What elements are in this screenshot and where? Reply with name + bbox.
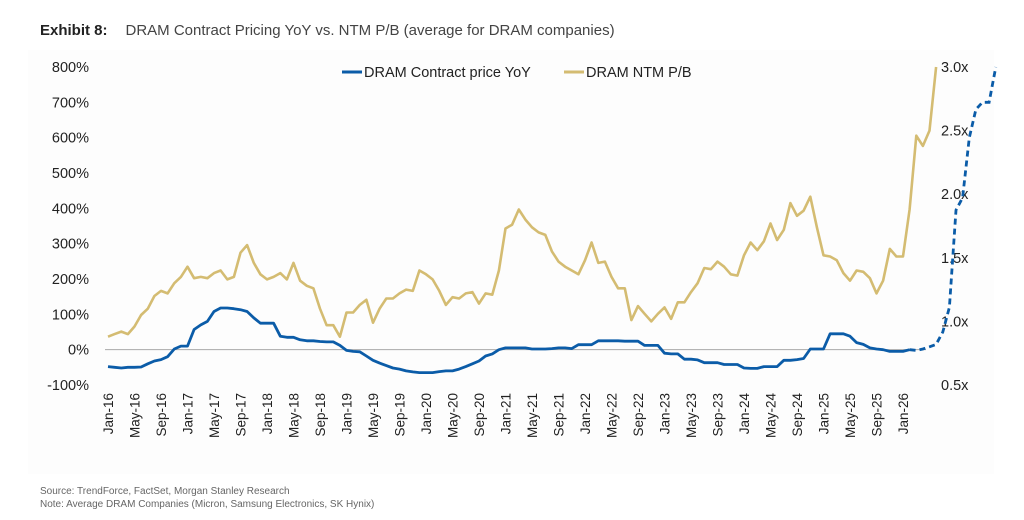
- series-line-contract: [107, 306, 910, 375]
- y-right-tick-label: 1.5x: [941, 251, 969, 267]
- x-tick-label: Sep-23: [711, 393, 726, 437]
- chart-background: [28, 50, 994, 474]
- x-tick-label: May-22: [605, 393, 620, 438]
- x-tick-label: May-17: [207, 393, 222, 438]
- x-tick-label: May-24: [764, 393, 779, 439]
- x-tick-label: Jan-25: [817, 393, 832, 434]
- x-tick-label: Sep-25: [870, 393, 885, 437]
- legend-label-contract: DRAM Contract price YoY: [364, 65, 531, 81]
- y-axis-right: 0.5x 1.0x 1.5x 2.0x 2.5x 3.0x: [941, 60, 969, 394]
- x-tick-label: Sep-21: [552, 393, 567, 437]
- x-tick-label: Sep-20: [472, 393, 487, 437]
- series-line-contract-projection: [909, 66, 998, 352]
- source-note: Source: TrendForce, FactSet, Morgan Stan…: [40, 486, 290, 497]
- y-right-tick-label: 2.5x: [941, 124, 969, 140]
- x-tick-label: Jan-26: [896, 393, 911, 434]
- y-left-tick-label: 400%: [52, 201, 89, 217]
- x-tick-label: Jan-20: [419, 393, 434, 434]
- x-tick-label: Sep-24: [790, 393, 805, 437]
- x-tick-label: Jan-16: [101, 393, 116, 434]
- y-left-tick-label: 300%: [52, 237, 89, 253]
- x-tick-label: Sep-22: [631, 393, 646, 437]
- x-tick-label: May-20: [446, 393, 461, 438]
- x-tick-label: Jan-23: [658, 393, 673, 434]
- footnote: Note: Average DRAM Companies (Micron, Sa…: [40, 499, 375, 510]
- x-tick-label: Jan-18: [260, 393, 275, 434]
- x-tick-label: Sep-18: [313, 393, 328, 437]
- series-lines: [107, 66, 998, 375]
- x-tick-label: Jan-17: [181, 393, 196, 434]
- chart-title: DRAM Contract Pricing YoY vs. NTM P/B (a…: [125, 22, 615, 39]
- y-right-tick-label: 1.0x: [941, 314, 969, 330]
- exhibit-label: Exhibit 8:: [40, 22, 108, 39]
- y-right-tick-label: 3.0x: [941, 60, 969, 76]
- x-tick-label: May-19: [366, 393, 381, 438]
- y-left-tick-label: 0%: [68, 343, 89, 359]
- x-tick-label: Sep-17: [234, 393, 249, 437]
- y-left-tick-label: 600%: [52, 131, 89, 147]
- x-tick-label: Jan-24: [737, 393, 752, 435]
- x-tick-label: May-25: [843, 393, 858, 438]
- y-left-tick-label: -100%: [47, 378, 89, 394]
- x-tick-label: Jan-21: [499, 393, 514, 434]
- x-tick-label: Jan-19: [340, 393, 355, 434]
- y-left-tick-label: 700%: [52, 95, 89, 111]
- y-left-tick-label: 500%: [52, 166, 89, 182]
- series-line-pb: [107, 66, 938, 339]
- y-right-tick-label: 0.5x: [941, 378, 969, 394]
- y-right-tick-label: 2.0x: [941, 187, 969, 203]
- x-tick-label: Jan-22: [578, 393, 593, 434]
- x-axis: Jan-16 May-16 Sep-16 Jan-17 May-17 Sep-17 Jan-…: [101, 393, 911, 439]
- x-tick-label: May-16: [128, 393, 143, 438]
- x-tick-label: May-21: [525, 393, 540, 438]
- x-tick-label: Sep-16: [154, 393, 169, 437]
- legend-label-pb: DRAM NTM P/B: [586, 65, 692, 81]
- chart-header: Exhibit 8: DRAM Contract Pricing YoY vs. …: [40, 22, 615, 39]
- y-left-tick-label: 100%: [52, 307, 89, 323]
- x-tick-label: May-23: [684, 393, 699, 438]
- y-left-tick-label: 800%: [52, 60, 89, 76]
- x-tick-label: Sep-19: [393, 393, 408, 437]
- x-tick-label: May-18: [287, 393, 302, 438]
- y-axis-left: -100% 0% 100% 200% 300% 400% 500% 600% 700% 800%: [47, 60, 89, 394]
- legend: DRAM Contract price YoY DRAM NTM P/B: [342, 65, 692, 81]
- y-left-tick-label: 200%: [52, 272, 89, 288]
